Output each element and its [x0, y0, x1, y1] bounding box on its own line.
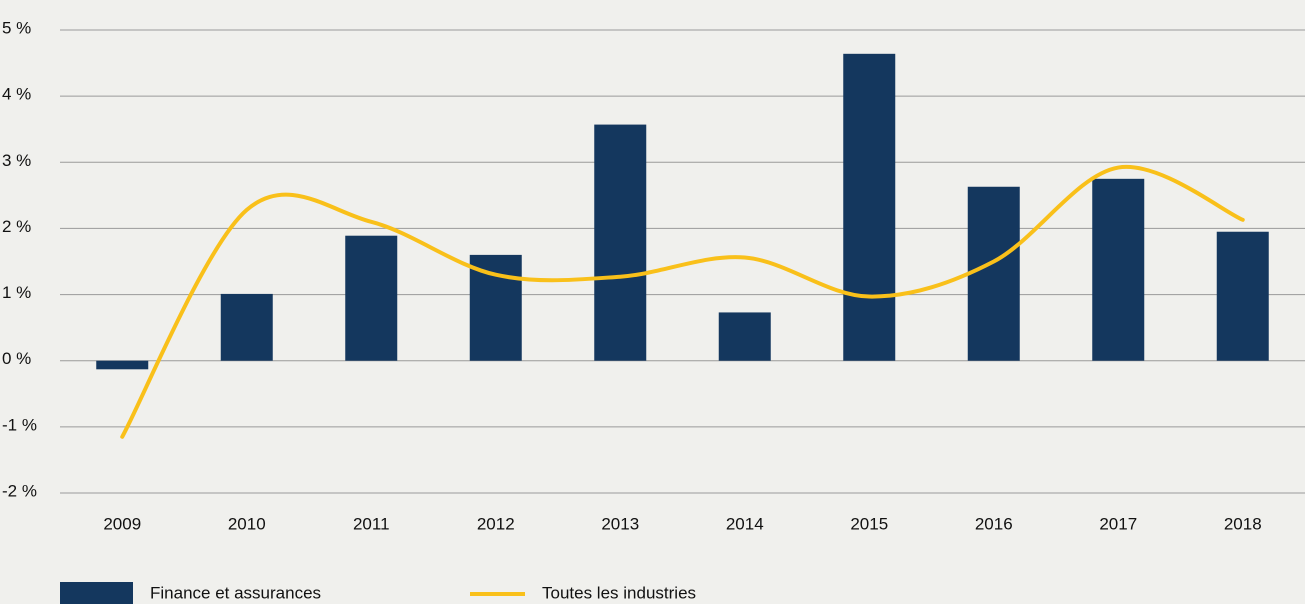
bar	[594, 124, 647, 361]
y-tick-label: 1 %	[2, 283, 31, 302]
x-tick-label: 2013	[601, 514, 639, 533]
legend-label: Finance et assurances	[150, 583, 321, 602]
legend-label: Toutes les industries	[542, 583, 696, 602]
y-tick-label: 5 %	[2, 18, 31, 37]
bar	[96, 360, 149, 370]
legend-swatch	[60, 582, 133, 604]
x-tick-label: 2014	[726, 514, 764, 533]
y-tick-label: 2 %	[2, 217, 31, 236]
x-tick-label: 2016	[975, 514, 1013, 533]
x-tick-label: 2015	[850, 514, 888, 533]
bar	[967, 186, 1020, 361]
x-tick-label: 2011	[353, 514, 390, 533]
bar	[1216, 231, 1269, 361]
y-tick-label: -1 %	[2, 415, 37, 434]
y-tick-label: -2 %	[2, 481, 37, 500]
x-tick-label: 2017	[1099, 514, 1137, 533]
y-tick-label: 0 %	[2, 349, 31, 368]
bar	[1092, 178, 1145, 361]
x-tick-label: 2012	[477, 514, 515, 533]
bar	[843, 53, 896, 361]
bar	[345, 235, 398, 361]
y-tick-label: 4 %	[2, 85, 31, 104]
bar	[469, 254, 522, 361]
x-tick-label: 2018	[1224, 514, 1262, 533]
x-tick-label: 2009	[103, 514, 141, 533]
y-tick-label: 3 %	[2, 151, 31, 170]
x-tick-label: 2010	[228, 514, 266, 533]
bar	[718, 312, 771, 361]
line	[120, 164, 1245, 439]
bar	[220, 293, 273, 361]
